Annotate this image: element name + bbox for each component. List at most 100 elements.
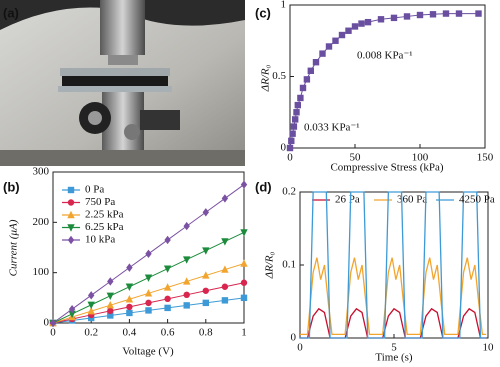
y-tick-label: 0.2 [282,186,296,198]
marker [202,287,209,294]
marker [288,137,295,145]
annotation: 0.008 KPa⁻¹ [357,50,413,62]
marker [67,199,75,206]
marker [49,318,57,328]
panel-label: (d) [255,179,272,194]
x-tick-label: 0.4 [123,327,137,339]
marker [87,301,95,310]
marker [202,208,209,217]
series-line [300,307,487,339]
y-tick-label: 0 [44,317,50,329]
marker [221,265,229,273]
y-tick-label: 100 [33,266,50,278]
marker [403,13,411,20]
x-tick-label: 0.2 [84,327,98,339]
marker [164,304,171,312]
marker [202,299,209,307]
x-tick-label: 0 [50,327,56,339]
marker [289,130,296,137]
marker [307,67,314,74]
marker [126,263,133,272]
photo [0,0,245,166]
marker [240,229,248,237]
marker [312,59,320,66]
marker [240,294,248,302]
marker [202,271,210,279]
y-tick-label: 1 [281,0,287,11]
marker [107,312,114,319]
marker [163,283,172,291]
y-tick-label: 0.5 [272,70,286,82]
marker [183,277,191,285]
x-axis-label: Compressive Stress (kPa) [330,162,443,174]
x-tick-label: 50 [350,152,362,164]
marker [125,295,134,303]
y-tick-label: 300 [33,166,50,178]
x-tick-label: 1 [241,327,247,339]
marker [293,109,300,116]
x-axis-label: Time (s) [375,352,413,364]
marker [67,210,75,219]
annotation: 0.033 KPa⁻¹ [304,122,360,134]
marker [240,180,248,189]
marker [221,194,229,203]
legend-label: 26 Pa [335,194,360,206]
marker [390,14,398,22]
marker [294,101,301,109]
marker [303,76,311,83]
marker [145,299,152,307]
y-tick-label: 200 [33,216,50,228]
series-line [300,257,487,335]
marker [106,300,114,309]
marker [87,306,95,315]
x-tick-label: 0 [297,342,303,354]
marker [429,11,437,18]
legend-label: 4250 Pa [459,194,495,206]
x-tick-label: 0.8 [199,327,213,339]
marker [416,11,424,19]
legend-label: 10 kPa [85,234,115,246]
marker [183,302,190,309]
marker [345,27,352,34]
y-tick-label: 0.1 [282,259,296,271]
marker [145,249,152,258]
marker [319,50,326,57]
x-tick-label: 100 [412,152,429,164]
marker [240,259,248,267]
marker [221,297,229,304]
x-tick-label: 10 [483,342,495,354]
panel-label: (c) [255,5,271,20]
legend-label: 360 Pa [397,194,427,206]
marker [221,238,229,246]
marker [68,310,76,319]
marker [240,279,248,286]
series-line [300,191,487,339]
marker [145,307,152,314]
marker [126,303,133,311]
marker [183,221,190,231]
marker [183,256,191,264]
marker [125,283,134,291]
x-tick-label: 150 [477,152,494,164]
marker [475,10,482,17]
marker [292,116,299,123]
marker [68,304,76,314]
y-axis-label: ΔR/R₀ [260,64,272,92]
marker [67,235,75,245]
marker [107,307,114,315]
x-tick-label: 0 [287,152,293,164]
marker [67,224,75,232]
y-axis-label: ΔR/R₀ [264,251,276,279]
marker [144,289,153,297]
x-axis-label: Voltage (V) [122,346,174,358]
legend-label: 750 Pa [85,196,115,208]
marker [338,31,346,39]
x-tick-label: 5 [391,342,397,354]
marker [88,291,95,300]
x-tick-label: 0.6 [161,327,175,339]
marker [325,43,333,50]
marker [183,291,190,299]
legend-label: 0 Pa [85,184,104,196]
marker [163,265,172,273]
